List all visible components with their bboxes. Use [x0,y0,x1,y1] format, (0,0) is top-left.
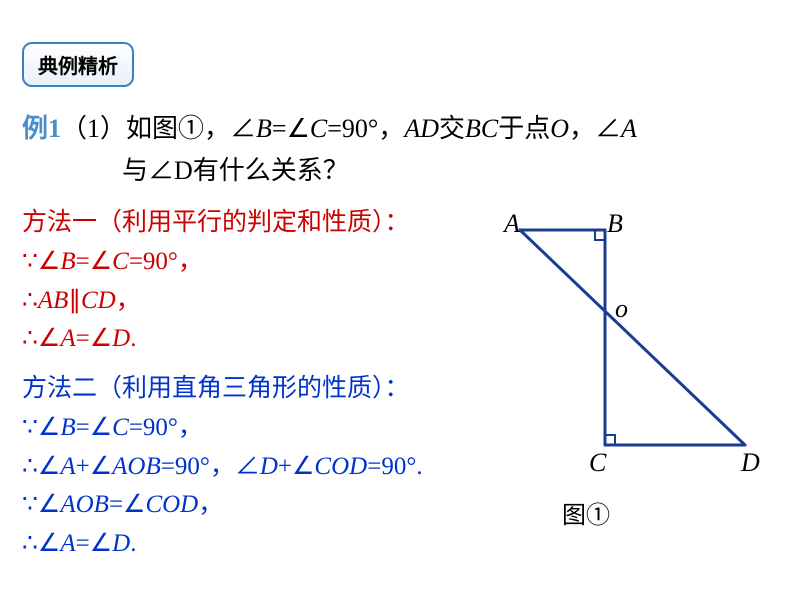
method-two: 方法二（利用直角三角形的性质）： ∵∠B=∠C=90°， ∴∠A+∠AOB=90… [22,370,492,564]
method1-step3: ∴∠A=∠D. [22,320,462,359]
method2-step2: ∴∠A+∠AOB=90°，∠D+∠COD=90°. [22,448,492,487]
section-badge: 典例精析 [22,42,134,87]
point-label-o: o [615,294,628,323]
point-label-b: B [607,209,623,238]
method-one: 方法一（利用平行的判定和性质）： ∵∠B=∠C=90°， ∴AB∥CD， ∴∠A… [22,204,462,359]
method2-step4: ∴∠A=∠D. [22,525,492,564]
method1-step2: ∴AB∥CD， [22,282,462,321]
method2-step3: ∵∠AOB=∠COD， [22,486,492,525]
method2-title: 方法二（利用直角三角形的性质）： [22,370,492,409]
geometry-figure: A B C D o [490,210,770,495]
point-label-c: C [589,448,607,477]
method2-step1: ∵∠B=∠C=90°， [22,409,492,448]
point-label-a: A [502,209,520,238]
example-line2: 与∠D有什么关系？ [22,150,762,192]
figure-svg: A B C D o [490,210,770,490]
point-label-d: D [740,448,760,477]
method1-step1: ∵∠B=∠C=90°， [22,243,462,282]
figure-caption: 图① [562,495,610,530]
example-line1: 例1（1）如图①，∠B=∠C=90°，AD交BC于点O，∠A [22,108,762,150]
example-label: 例1 [22,114,61,143]
example-text: 例1（1）如图①，∠B=∠C=90°，AD交BC于点O，∠A 与∠D有什么关系？ [22,108,762,191]
method1-title: 方法一（利用平行的判定和性质）： [22,204,462,243]
